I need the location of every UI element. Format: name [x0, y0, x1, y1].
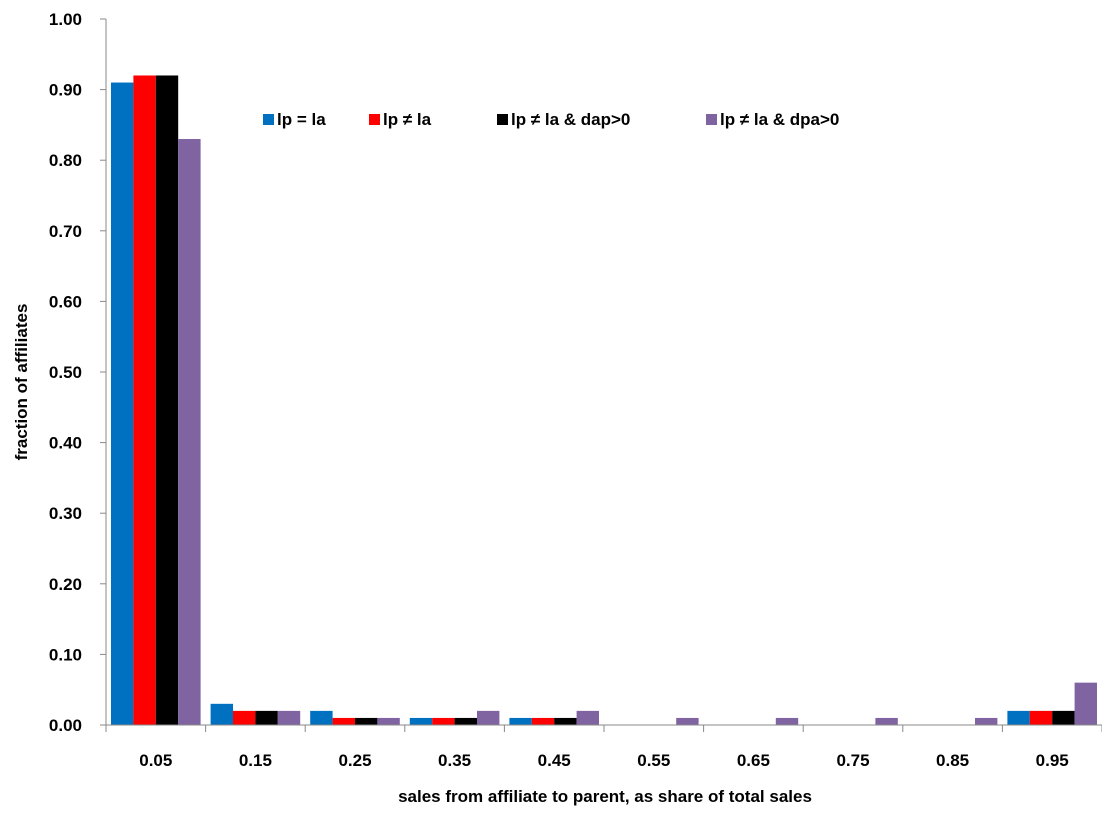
bar-1-0.95	[1007, 710, 1030, 725]
bar-4-0.95	[1074, 682, 1097, 725]
bar-1-0.05	[111, 82, 134, 726]
bar-1-0.45	[509, 717, 532, 725]
bar-4-0.85	[975, 717, 998, 725]
x-tick-label: 0.15	[239, 751, 272, 770]
y-tick-label: 0.70	[49, 222, 82, 241]
bar-1-0.15	[210, 703, 233, 725]
bar-4-0.75	[875, 717, 898, 725]
bar-4-0.65	[775, 717, 799, 725]
bar-4-0.45	[576, 710, 599, 725]
bar-3-0.15	[255, 710, 278, 725]
bars-layer	[111, 75, 1097, 726]
bar-3-0.45	[554, 717, 577, 725]
y-tick-label: 0.30	[49, 504, 82, 523]
bar-4-0.25	[377, 717, 400, 725]
bar-4-0.15	[277, 710, 301, 725]
x-tick-label: 0.75	[836, 751, 869, 770]
bar-4-0.55	[676, 717, 699, 725]
legend-label: lp ≠ la & dpa>0	[720, 110, 839, 129]
x-tick-label: 0.95	[1036, 751, 1069, 770]
x-tick-label: 0.25	[338, 751, 371, 770]
legend-label: lp ≠ la	[383, 110, 432, 129]
y-tick-label: 0.80	[49, 151, 82, 170]
bar-2-0.35	[432, 717, 455, 725]
y-tick-label: 0.50	[49, 363, 82, 382]
y-tick-label: 0.40	[49, 434, 82, 453]
x-tick-label: 0.55	[637, 751, 670, 770]
x-axis-title: sales from affiliate to parent, as share…	[398, 787, 812, 806]
y-axis-title: fraction of affiliates	[12, 304, 31, 461]
x-tick-label: 0.65	[737, 751, 770, 770]
bar-3-0.95	[1052, 710, 1075, 725]
legend-swatch	[263, 114, 274, 125]
bar-1-0.25	[310, 710, 333, 725]
bar-2-0.05	[133, 75, 156, 726]
legend-item-1: lp = la	[263, 110, 326, 129]
bar-3-0.25	[355, 717, 378, 725]
legend-item-4: lp ≠ la & dpa>0	[706, 110, 839, 129]
legend: lp = la lp ≠ la lp ≠ la & dap>0 lp ≠ la & d…	[263, 110, 839, 129]
bar-3-0.05	[155, 75, 179, 726]
bar-3-0.35	[454, 717, 477, 725]
tick-labels: 0.00 0.10 0.20 0.30 0.40 0.50 0.60 0.70 0.80 0.90…	[49, 10, 1069, 770]
bar-2-0.25	[332, 717, 355, 725]
bar-2-0.95	[1029, 710, 1053, 725]
bar-1-0.35	[409, 717, 433, 725]
x-tick-label: 0.45	[538, 751, 571, 770]
x-tick-label: 0.05	[139, 751, 172, 770]
legend-swatch	[706, 114, 717, 125]
legend-label: lp ≠ la & dap>0	[511, 110, 630, 129]
bar-4-0.05	[178, 139, 201, 725]
bar-2-0.15	[233, 710, 256, 725]
x-tick-label: 0.85	[936, 751, 969, 770]
y-tick-label: 0.90	[49, 81, 82, 100]
legend-swatch	[369, 114, 380, 125]
legend-item-3: lp ≠ la & dap>0	[497, 110, 630, 129]
x-tick-label: 0.35	[438, 751, 471, 770]
y-tick-label: 0.20	[49, 575, 82, 594]
legend-label: lp = la	[277, 110, 326, 129]
y-tick-label: 0.60	[49, 292, 82, 311]
y-tick-label: 0.00	[49, 716, 82, 735]
y-tick-label: 0.10	[49, 645, 82, 664]
axes-layer	[100, 18, 1102, 732]
legend-item-2: lp ≠ la	[369, 110, 432, 129]
y-tick-label: 1.00	[49, 10, 82, 29]
legend-swatch	[497, 114, 508, 125]
bar-2-0.45	[531, 717, 555, 725]
bar-4-0.35	[477, 710, 500, 725]
